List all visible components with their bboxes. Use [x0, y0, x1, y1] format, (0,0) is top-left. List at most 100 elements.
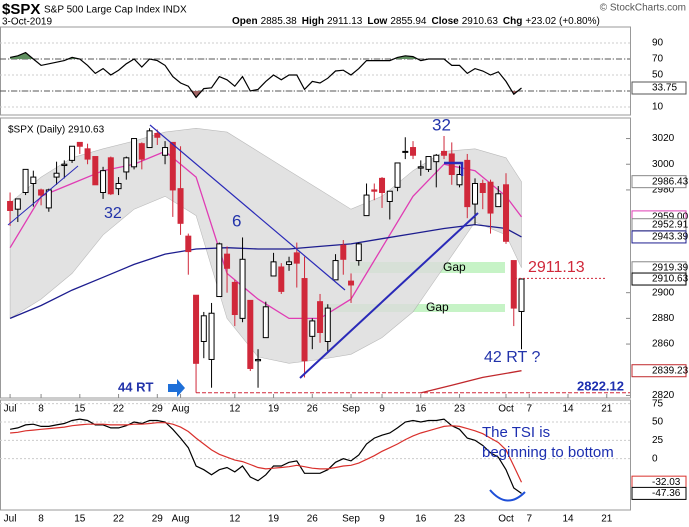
level-label: 2822.12 [577, 378, 624, 393]
x-tick-label: 19 [268, 514, 280, 525]
plot [0, 51, 630, 99]
candle-body [53, 172, 60, 178]
y-tick-label: 2900 [652, 287, 675, 298]
index-name: S&P 500 Large Cap Index INDX [44, 5, 187, 16]
axis-tag-label: 33.75 [652, 83, 677, 94]
date: 3-Oct-2019 [2, 17, 52, 28]
y-tick-label: 70 [652, 54, 664, 65]
panel-frame [0, 26, 631, 116]
candle-body [278, 266, 285, 292]
candle-body [518, 278, 525, 312]
candle-body [324, 307, 331, 342]
plot [7, 127, 525, 394]
candle-body [464, 159, 471, 208]
y-tick-label: 3000 [652, 159, 675, 170]
axis-tag-label: 2910.63 [652, 274, 689, 285]
x-tick-label: 7 [526, 514, 532, 525]
y-tick-label: 2820 [652, 390, 675, 401]
quote-label: Open [232, 16, 258, 27]
candle-body [503, 184, 510, 242]
candle-body [185, 235, 192, 253]
annotation: Gap [426, 300, 449, 314]
candle-body [417, 166, 424, 169]
x-tick-label: 21 [601, 514, 613, 525]
candle-body [510, 260, 517, 309]
candle-body [231, 281, 238, 316]
x-tick-label: 9 [379, 404, 385, 415]
x-tick-label: 22 [113, 404, 125, 415]
quote-value: 2855.94 [390, 16, 427, 27]
y-tick-label: 50 [652, 417, 664, 428]
moving-average [9, 223, 522, 320]
candle-body [154, 132, 161, 138]
candle-body [270, 261, 277, 277]
candle-body [100, 170, 107, 193]
x-tick-label: Jul [4, 514, 17, 525]
axis-tag [631, 175, 687, 189]
candle-body [317, 301, 324, 333]
annotation: Gap [443, 260, 466, 274]
x-tick-label: Aug [172, 404, 190, 415]
candle-body [487, 181, 494, 214]
y-tick-label: 3020 [652, 133, 675, 144]
x-tick-label: 23 [454, 514, 466, 525]
candle-body [193, 294, 200, 364]
candle-body [45, 189, 52, 209]
candle-body [169, 141, 176, 191]
quote-label: Chg [503, 16, 522, 27]
quote-value: 2910.63 [462, 16, 499, 27]
x-tick-label: Sep [342, 404, 360, 415]
x-tick-label: Aug [172, 514, 190, 525]
x-tick-label: 14 [562, 404, 574, 415]
candle-body [115, 183, 122, 190]
y-tick-label: 25 [652, 435, 664, 446]
candle-body [301, 278, 308, 362]
candle-body [410, 147, 417, 156]
x-tick-label: 12 [229, 514, 241, 525]
smile-curve [489, 489, 526, 502]
candle-body [433, 154, 440, 163]
candle-body [92, 156, 99, 186]
candle-body [348, 280, 355, 286]
candle-body [7, 200, 14, 211]
axis-tag-label: -32.03 [652, 477, 681, 488]
y-tick-label: 90 [652, 38, 664, 49]
candle-body [239, 258, 246, 319]
series-line [10, 422, 523, 483]
candle-body [38, 189, 45, 196]
candle-body [293, 252, 300, 264]
candle-body [247, 299, 254, 369]
candle-body [208, 312, 215, 360]
axis-tag-label: -47.36 [652, 488, 681, 499]
trend-line [299, 212, 479, 379]
candle-body [123, 157, 130, 173]
annotation: 6 [232, 211, 241, 230]
candle-body [131, 138, 138, 168]
legend: $SPX (Daily) 2910.63 [8, 125, 105, 136]
annotation: 32 [432, 115, 451, 134]
candle-body [224, 253, 231, 269]
quote-label: Close [432, 16, 460, 27]
candle-body [286, 261, 293, 265]
candle-body [472, 183, 479, 205]
y-tick-label: 75 [652, 398, 664, 409]
series-line [9, 51, 522, 99]
axis-tag [631, 272, 687, 286]
x-tick-label: 12 [229, 404, 241, 415]
panel-frame [0, 399, 631, 511]
panel-frame [0, 117, 631, 399]
candle-body [200, 315, 207, 342]
trend-line [149, 124, 346, 291]
candle-body [262, 306, 269, 339]
candle-body [255, 358, 262, 362]
candle-body [394, 162, 401, 188]
arrow [168, 379, 185, 397]
y-tick-label: 0 [652, 453, 658, 464]
bollinger-band [9, 127, 522, 364]
x-tick-label: Oct [498, 404, 514, 415]
annotation: 44 RT [118, 379, 153, 394]
candle-body [386, 190, 393, 202]
candle-body [425, 156, 432, 170]
trend-line [7, 165, 79, 226]
candle-body [402, 150, 409, 153]
